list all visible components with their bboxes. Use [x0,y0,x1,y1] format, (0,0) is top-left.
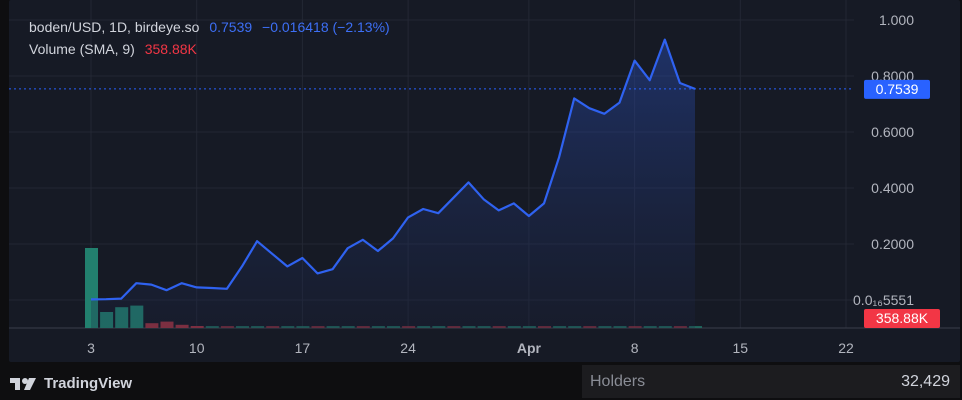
volume-badge-text: 358.88K [876,310,929,326]
volume-bar [689,326,702,328]
x-tick-label: 10 [189,340,205,356]
last-price: 0.7539 [209,19,253,35]
y-tick-label: 0.4000 [871,180,914,196]
holders-label: Holders [590,372,646,390]
tradingview-logo[interactable]: TradingView [10,374,132,392]
brand-name: TradingView [44,374,133,392]
x-tick-label: 24 [400,340,416,356]
volume-value: 358.88K [144,41,197,57]
y-tick-label: 0.0₁₆5551 [853,292,914,308]
y-tick-label: 1.000 [879,12,914,28]
price-line [90,38,696,301]
volume-label: Volume (SMA, 9) [29,41,135,57]
x-tick-label: 8 [631,340,639,356]
symbol-label: boden/USD, 1D, birdeye.so [29,19,200,35]
price-area [91,39,695,328]
x-tick-label: 22 [838,340,854,356]
price-badges: 0.7539 358.88K [864,79,940,328]
volume-badge [864,309,940,328]
tradingview-logo-icon [10,378,36,390]
x-tick-label: Apr [517,340,542,356]
chart-panel[interactable]: 1.000 0.8000 0.6000 0.4000 0.2000 0.0₁₆5551 3… [9,0,960,362]
price-badge [864,79,930,99]
x-tick-label: 3 [87,340,95,356]
chart-legend: boden/USD, 1D, birdeye.so 0.7539 −0.0164… [29,16,390,60]
holders-value: 32,429 [901,372,950,390]
price-change: −0.016418 (−2.13%) [262,19,390,35]
price-badge-text: 0.7539 [876,81,919,97]
y-tick-label: 0.6000 [871,124,914,140]
y-tick-label: 0.2000 [871,236,914,252]
x-tick-label: 15 [733,340,749,356]
x-tick-label: 17 [295,340,311,356]
x-axis: 3 10 17 24 Apr 8 15 22 [87,340,854,356]
holders-bar: Holders 32,429 [582,365,960,398]
